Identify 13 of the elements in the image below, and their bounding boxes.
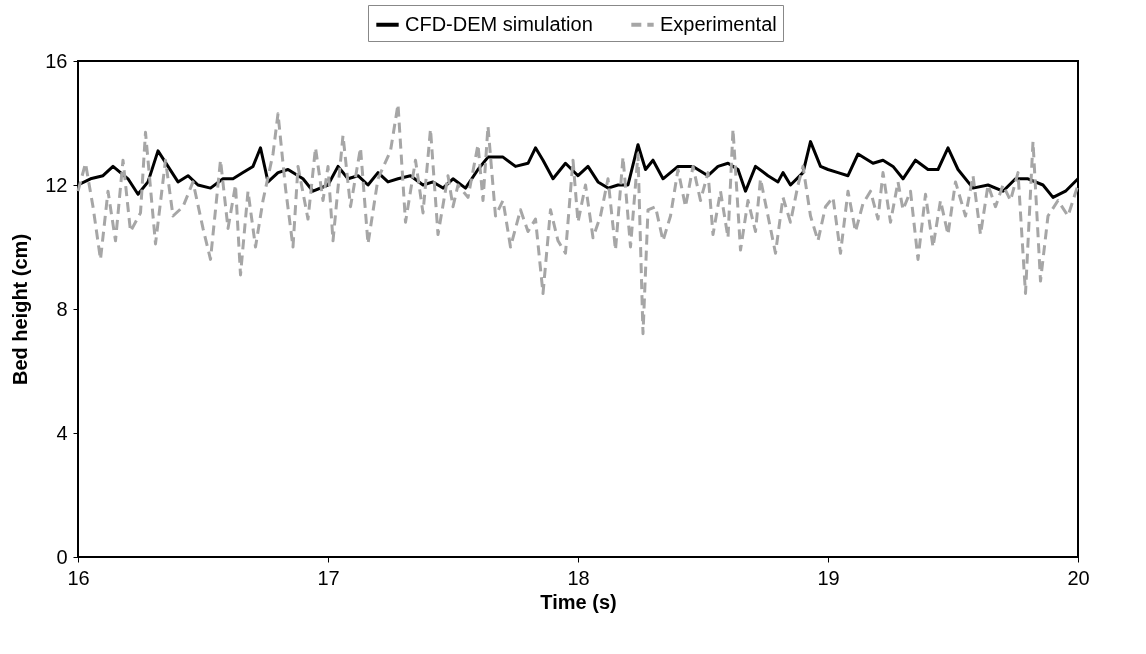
x-axis-title: Time (s)	[540, 590, 617, 613]
legend-label: Experimental	[660, 12, 777, 35]
y-tick-label: 12	[45, 173, 68, 196]
x-tick-label: 20	[1067, 566, 1090, 589]
y-axis-title: Bed height (cm)	[9, 233, 32, 386]
x-tick-label: 19	[817, 566, 840, 589]
x-tick-label: 17	[317, 566, 340, 589]
y-tick-label: 16	[45, 49, 68, 72]
y-tick-label: 4	[56, 421, 68, 444]
y-tick-label: 8	[56, 297, 68, 320]
y-tick-label: 0	[56, 545, 68, 568]
x-tick-label: 18	[567, 566, 590, 589]
legend-label: CFD-DEM simulation	[405, 12, 593, 35]
